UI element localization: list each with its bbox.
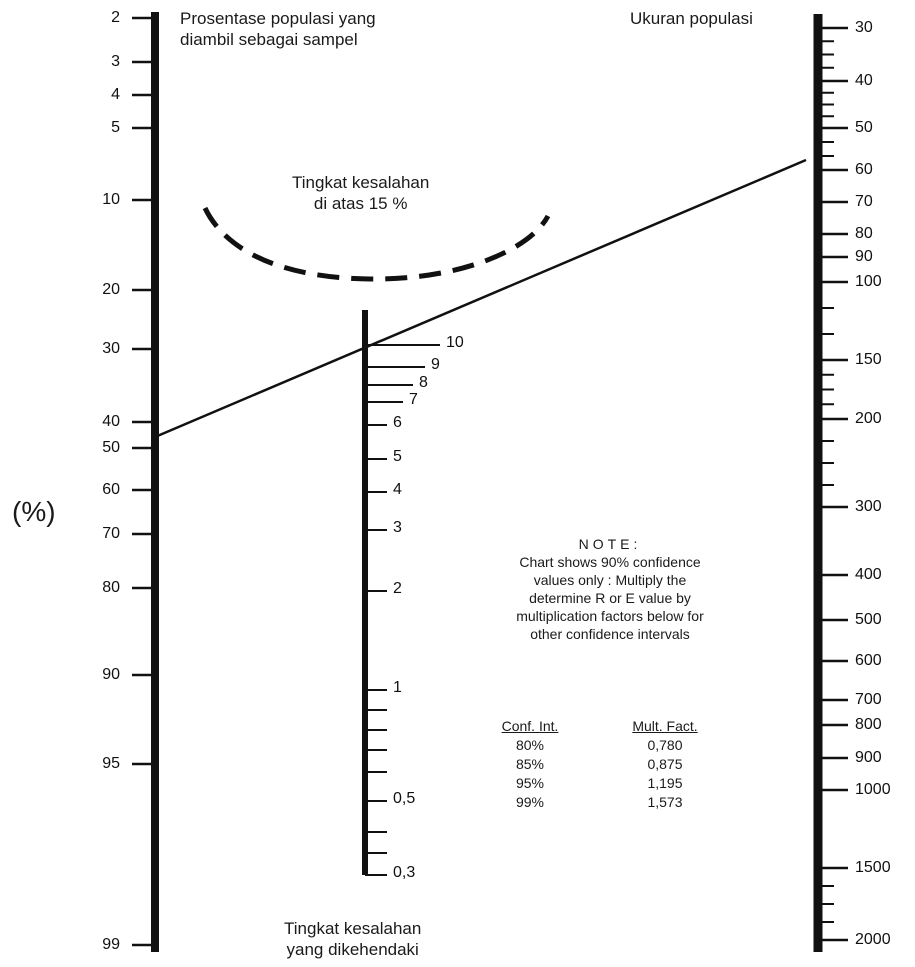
right-axis-tick-label: 200 — [855, 410, 882, 427]
error-region-label-line-1: Tingkat kesalahan — [292, 173, 430, 192]
note-box: NOTE: Chart shows 90% confidence values … — [460, 535, 760, 643]
middle-axis-tick-label: 0,3 — [393, 864, 415, 881]
middle-axis-tick-label: 8 — [419, 374, 428, 391]
table-cell: 0,875 — [647, 756, 683, 772]
middle-axis-tick-label: 9 — [431, 356, 440, 373]
table-cell: 1,573 — [647, 794, 683, 810]
left-axis-tick-label: 20 — [102, 281, 120, 298]
middle-axis-tick-label: 5 — [393, 448, 402, 465]
table-cell: 80% — [515, 737, 545, 753]
middle-axis-title-line-1: Tingkat kesalahan — [284, 919, 422, 938]
note-title: NOTE: — [578, 536, 642, 552]
middle-axis-tick-label: 10 — [446, 334, 464, 351]
table-cell: 0,780 — [647, 737, 683, 753]
left-axis-tick-label: 30 — [102, 340, 120, 357]
middle-axis-tick-label: 0,5 — [393, 790, 415, 807]
left-axis-tick-label: 99 — [102, 936, 120, 953]
right-axis-tick-label: 2000 — [855, 931, 891, 948]
middle-axis-tick-label: 7 — [409, 391, 418, 408]
note-line: multiplication factors below for — [516, 608, 704, 624]
table-row: 95% 1,195 — [470, 775, 740, 794]
right-axis-tick-label: 150 — [855, 351, 882, 368]
right-axis-tick-label: 50 — [855, 119, 873, 136]
column-header-mult-fact: Mult. Fact. — [632, 718, 698, 734]
multiplication-factor-table: Conf. Int. Mult. Fact. 80% 0,780 85% 0,8… — [470, 718, 740, 813]
right-axis: 30 40 50 60 70 80 90 100 150 200 300 400 500 600 700 80… — [813, 14, 891, 952]
middle-axis-title: Tingkat kesalahan yang dikehendaki — [284, 918, 421, 960]
left-axis-tick-label: 10 — [102, 191, 120, 208]
left-axis-tick-label: 60 — [102, 481, 120, 498]
middle-axis-tick-label: 1 — [393, 679, 402, 696]
right-axis-tick-label: 30 — [855, 19, 873, 36]
right-axis-tick-label: 1000 — [855, 781, 891, 798]
middle-axis-tick-label: 4 — [393, 481, 402, 498]
middle-axis-tick-label: 6 — [393, 414, 402, 431]
error-region-label: Tingkat kesalahan di atas 15 % — [292, 172, 429, 214]
percent-unit-label: (%) — [12, 496, 56, 527]
right-axis-tick-label: 600 — [855, 652, 882, 669]
reference-line — [154, 158, 807, 439]
right-axis-tick-label: 1500 — [855, 859, 891, 876]
middle-axis-tick-label: 2 — [393, 580, 402, 597]
right-axis-tick-label: 40 — [855, 72, 873, 89]
left-axis-tick-label: 90 — [102, 666, 120, 683]
error-region-dashed-arc — [202, 206, 551, 282]
left-axis-tick-label: 50 — [102, 439, 120, 456]
right-axis-tick-label: 60 — [855, 161, 873, 178]
right-axis-tick-label: 300 — [855, 498, 882, 515]
left-axis-tick-label: 40 — [102, 413, 120, 430]
error-region-label-line-2: di atas 15 % — [313, 194, 408, 213]
left-axis: 2 3 4 5 10 20 30 40 50 60 70 80 90 95 99 — [102, 9, 159, 953]
table-cell: 1,195 — [647, 775, 683, 791]
right-axis-tick-label: 70 — [855, 193, 873, 210]
table-cell: 99% — [515, 794, 545, 810]
middle-axis-title-line-2: yang dikehendaki — [286, 940, 419, 959]
left-axis-tick-label: 5 — [111, 119, 120, 136]
note-line: other confidence intervals — [530, 626, 690, 642]
table-row: 80% 0,780 — [470, 737, 740, 756]
column-header-conf-int: Conf. Int. — [501, 718, 559, 734]
table-header-row: Conf. Int. Mult. Fact. — [470, 718, 740, 737]
left-axis-title-line-2: diambil sebagai sampel — [180, 30, 358, 49]
table-row: 85% 0,875 — [470, 756, 740, 775]
right-axis-title: Ukuran populasi — [630, 9, 753, 28]
table-cell: 85% — [515, 756, 545, 772]
note-line: Chart shows 90% confidence — [519, 554, 701, 570]
left-axis-tick-label: 3 — [111, 53, 120, 70]
right-axis-tick-label: 700 — [855, 691, 882, 708]
note-line: values only : Multiply the — [533, 572, 687, 588]
left-axis-tick-label: 2 — [111, 9, 120, 26]
left-axis-title-line-1: Prosentase populasi yang — [180, 9, 376, 28]
right-axis-tick-label: 100 — [855, 273, 882, 290]
right-axis-tick-label: 500 — [855, 611, 882, 628]
left-axis-tick-label: 70 — [102, 525, 120, 542]
middle-axis-tick-label: 3 — [393, 519, 402, 536]
right-axis-tick-label: 900 — [855, 749, 882, 766]
right-axis-tick-label: 800 — [855, 716, 882, 733]
left-axis-title: Prosentase populasi yang diambil sebagai… — [180, 8, 376, 50]
table-cell: 95% — [515, 775, 545, 791]
left-axis-tick-label: 80 — [102, 579, 120, 596]
note-line: determine R or E value by — [529, 590, 691, 606]
left-axis-tick-label: 4 — [111, 86, 120, 103]
right-axis-tick-label: 80 — [855, 225, 873, 242]
table-row: 99% 1,573 — [470, 794, 740, 813]
right-axis-tick-label: 90 — [855, 248, 873, 265]
left-axis-tick-label: 95 — [102, 755, 120, 772]
right-axis-tick-label: 400 — [855, 566, 882, 583]
